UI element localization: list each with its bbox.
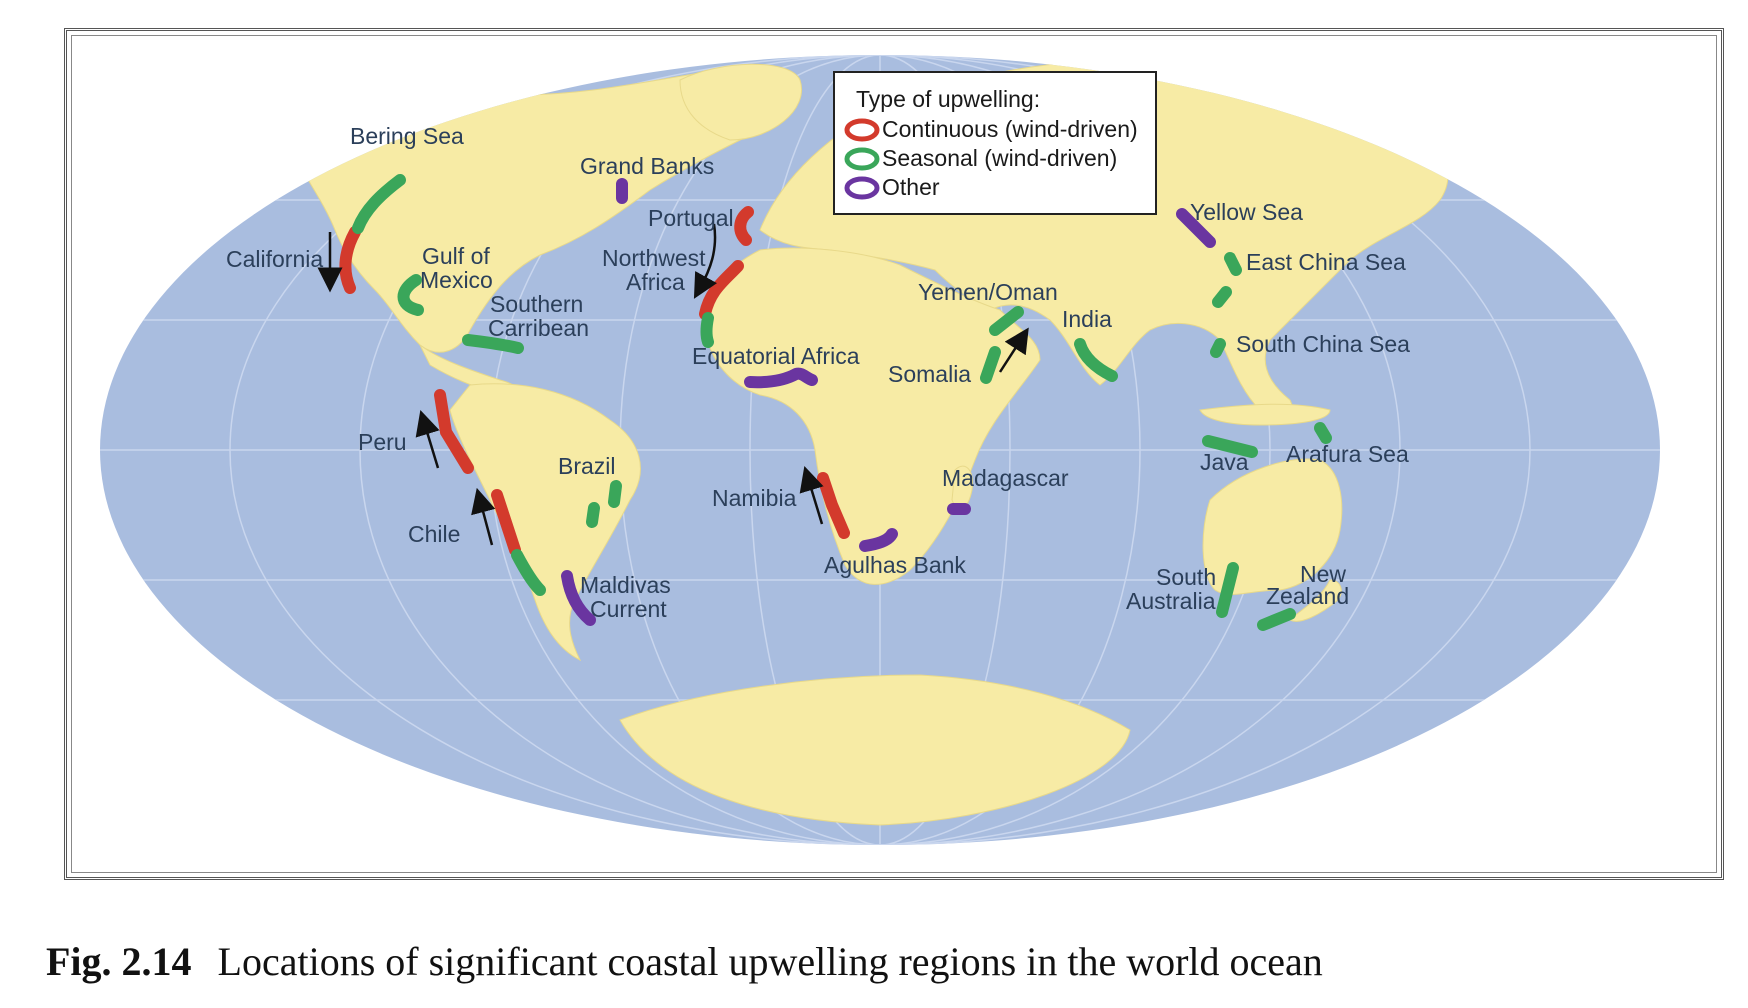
marker-agulhas-bank-other (859, 528, 898, 552)
legend: Type of upwelling: Continuous (wind-driv… (833, 71, 1157, 215)
figure-caption-text: Locations of significant coastal upwelli… (217, 939, 1323, 984)
label-portugal: Portugal (648, 205, 734, 231)
label-maldivas-current-2: Current (590, 596, 667, 622)
label-gulf-of-mexico-2: Mexico (420, 267, 493, 293)
label-northwest-africa-2: Africa (626, 269, 685, 295)
label-new-zealand-2: Zealand (1266, 583, 1349, 609)
label-agulhas-bank: Agulhas Bank (824, 552, 966, 578)
label-grand-banks: Grand Banks (580, 153, 714, 179)
marker-chile-continuous (491, 489, 521, 556)
marker-maldivas-current-other (561, 570, 596, 626)
label-namibia: Namibia (712, 485, 797, 511)
marker-south-china-sea-1-seasonal (1212, 286, 1232, 308)
label-somalia: Somalia (888, 361, 971, 387)
legend-seasonal-swatch (844, 147, 880, 171)
australia (1202, 458, 1343, 595)
legend-other-swatch (844, 176, 880, 200)
marker-java-seasonal (1202, 435, 1258, 458)
label-madagascar: Madagascar (942, 465, 1069, 491)
arrow-peru (415, 410, 440, 469)
legend-continuous-label: Continuous (wind-driven) (882, 116, 1138, 142)
legend-other-label: Other (882, 174, 940, 200)
label-yemen-oman: Yemen/Oman (918, 279, 1058, 305)
land (299, 58, 1449, 826)
marker-new-zealand-seasonal (1257, 608, 1296, 631)
label-gulf-of-mexico-1: Gulf of (422, 243, 490, 269)
world-map: Bering Sea Grand Banks California Gulf o… (100, 55, 1660, 845)
greenland (679, 63, 802, 141)
label-india: India (1062, 306, 1112, 332)
marker-south-australia-seasonal (1216, 562, 1239, 618)
marker-brazil-1-seasonal (608, 480, 622, 508)
legend-title: Type of upwelling: (856, 86, 1040, 112)
label-bering-sea: Bering Sea (350, 123, 464, 149)
new-zealand (1289, 579, 1342, 622)
label-northwest-africa-1: Northwest (602, 245, 706, 271)
legend-seasonal-label: Seasonal (wind-driven) (882, 145, 1117, 171)
label-peru: Peru (358, 429, 407, 455)
figure-number: Fig. 2.14 (46, 939, 192, 984)
marker-arafura-sea-seasonal (1314, 422, 1332, 444)
marker-california-continuous (339, 226, 361, 294)
marker-bering-sea-other (369, 90, 444, 128)
legend-continuous-swatch (844, 118, 880, 142)
marker-equatorial-africa-other (744, 367, 818, 389)
label-south-australia-2: Australia (1126, 588, 1216, 614)
label-california: California (226, 246, 323, 272)
marker-namibia-continuous (817, 472, 850, 539)
wind-arrows (317, 223, 1029, 546)
arrow-chile (471, 487, 496, 546)
label-maldivas-current-1: Maldivas (580, 572, 671, 598)
marker-somalia-seasonal (980, 346, 1001, 384)
region-labels: Bering Sea Grand Banks California Gulf o… (226, 123, 1410, 622)
marker-yellow-sea-other (1176, 208, 1216, 248)
marker-northwest-africa-seasonal (700, 312, 714, 348)
label-south-australia-1: South (1156, 564, 1216, 590)
marker-chile-seasonal (511, 549, 546, 596)
figure-caption: Fig. 2.14 Locations of significant coasta… (46, 938, 1323, 985)
marker-brazil-2-seasonal (586, 502, 600, 528)
label-southern-carribean-1: Southern (490, 291, 583, 317)
indonesia (1199, 403, 1331, 426)
marker-northwest-africa-continuous (699, 260, 744, 320)
label-south-china-sea: South China Sea (1236, 331, 1410, 357)
marker-east-china-sea-seasonal (1224, 252, 1242, 276)
marker-south-china-sea-2-seasonal (1210, 338, 1226, 358)
marker-gulf-of-mexico-seasonal (397, 274, 424, 316)
legend-box (833, 71, 1157, 215)
label-new-zealand-1: New (1300, 561, 1346, 587)
label-equatorial-africa: Equatorial Africa (692, 343, 860, 369)
continuous-markers (339, 206, 850, 556)
label-yellow-sea: Yellow Sea (1190, 199, 1303, 225)
label-arafura-sea: Arafura Sea (1286, 441, 1409, 467)
marker-yemen-oman-seasonal (989, 306, 1024, 336)
marker-southern-carribean-seasonal (462, 334, 524, 354)
marker-california-seasonal (352, 174, 406, 234)
marker-peru-continuous (434, 389, 474, 474)
seasonal-markers (352, 174, 1332, 631)
label-southern-carribean-2: Carribean (488, 315, 589, 341)
label-brazil: Brazil (558, 453, 616, 479)
arrow-yemen-oman (998, 327, 1029, 373)
label-chile: Chile (408, 521, 460, 547)
marker-india-seasonal (1074, 338, 1118, 382)
arrow-namibia (799, 466, 824, 525)
marker-portugal-continuous (734, 206, 754, 246)
label-east-china-sea: East China Sea (1246, 249, 1406, 275)
label-java: Java (1200, 449, 1249, 475)
arrow-northwest-africa (693, 223, 717, 299)
antarctica (619, 674, 1131, 826)
